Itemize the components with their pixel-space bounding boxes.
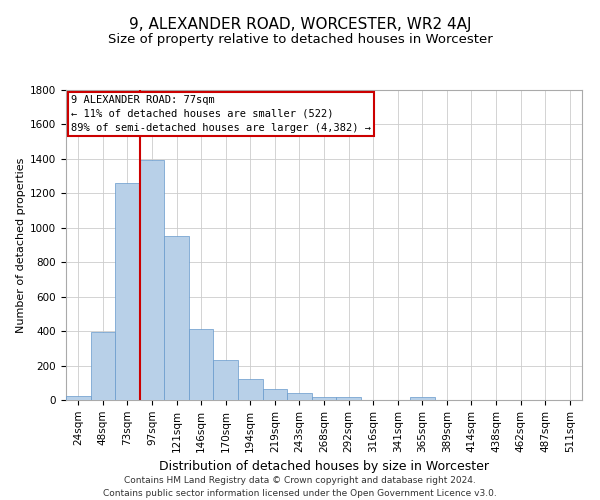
X-axis label: Distribution of detached houses by size in Worcester: Distribution of detached houses by size … <box>159 460 489 473</box>
Text: 9, ALEXANDER ROAD, WORCESTER, WR2 4AJ: 9, ALEXANDER ROAD, WORCESTER, WR2 4AJ <box>129 18 471 32</box>
Bar <box>312 396 336 400</box>
Text: Contains HM Land Registry data © Crown copyright and database right 2024.
Contai: Contains HM Land Registry data © Crown c… <box>103 476 497 498</box>
Text: 9 ALEXANDER ROAD: 77sqm
← 11% of detached houses are smaller (522)
89% of semi-d: 9 ALEXANDER ROAD: 77sqm ← 11% of detache… <box>71 94 371 132</box>
Y-axis label: Number of detached properties: Number of detached properties <box>16 158 26 332</box>
Bar <box>336 398 361 400</box>
Bar <box>410 398 434 400</box>
Bar <box>140 160 164 400</box>
Bar <box>263 389 287 400</box>
Text: Size of property relative to detached houses in Worcester: Size of property relative to detached ho… <box>107 32 493 46</box>
Bar <box>214 360 238 400</box>
Bar <box>115 183 140 400</box>
Bar <box>189 328 214 400</box>
Bar <box>66 396 91 400</box>
Bar <box>287 393 312 400</box>
Bar <box>91 332 115 400</box>
Bar <box>238 380 263 400</box>
Bar <box>164 236 189 400</box>
